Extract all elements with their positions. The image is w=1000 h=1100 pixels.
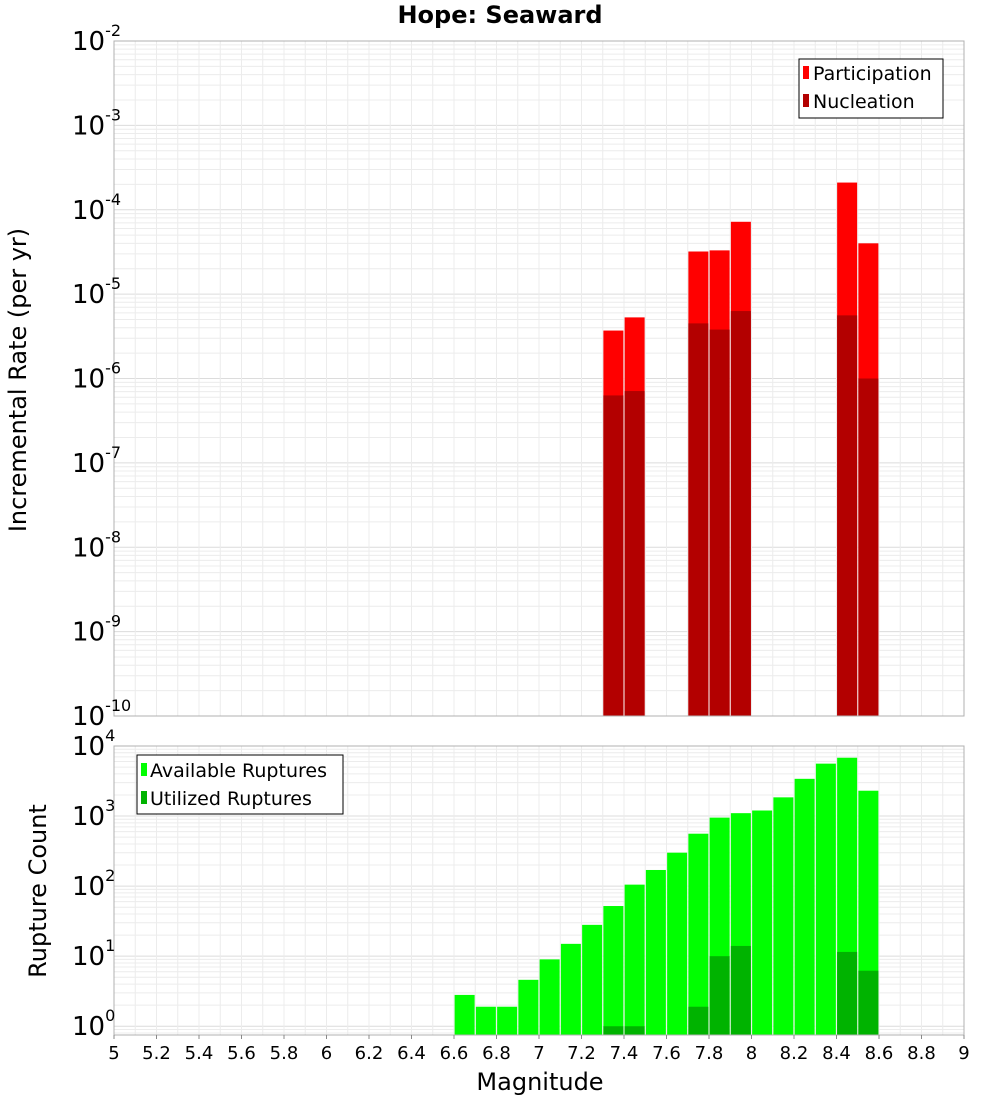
rate-bar-nucleation (837, 315, 857, 716)
x-tick-label: 6.4 (397, 1043, 426, 1064)
count-bar-utilized-ruptures (858, 971, 878, 1035)
count-bar-available-ruptures (540, 959, 560, 1035)
count-bar-utilized-ruptures (625, 1026, 645, 1035)
x-tick-label: 7.4 (610, 1043, 639, 1064)
count-bar-available-ruptures (603, 906, 623, 1035)
x-tick-label: 9 (958, 1043, 969, 1064)
count-bar-available-ruptures (518, 980, 538, 1035)
legend-swatch-available (141, 763, 147, 776)
x-tick-label: 6.2 (355, 1043, 384, 1064)
legend-label-available: Available Ruptures (150, 760, 327, 782)
count-bar-available-ruptures (455, 995, 475, 1035)
x-tick-label: 5 (108, 1043, 119, 1064)
x-tick-label: 8.6 (865, 1043, 894, 1064)
count-bar-utilized-ruptures (710, 956, 730, 1035)
count-y-tick-label: 102 (72, 866, 115, 902)
count-bar-available-ruptures (752, 811, 772, 1035)
count-bar-available-ruptures (816, 764, 836, 1035)
x-tick-label: 5.8 (270, 1043, 299, 1064)
x-tick-label: 5.2 (142, 1043, 171, 1064)
count-bar-available-ruptures (795, 779, 815, 1035)
x-tick-label: 6 (321, 1043, 332, 1064)
chart-title: Hope: Seaward (397, 1, 602, 29)
x-axis-label: Magnitude (476, 1068, 603, 1096)
count-legend: Available Ruptures Utilized Ruptures (137, 755, 343, 814)
count-bar-available-ruptures (561, 944, 581, 1035)
count-bar-available-ruptures (773, 797, 793, 1035)
x-tick-label: 8.2 (780, 1043, 809, 1064)
count-bar-available-ruptures (625, 885, 645, 1035)
legend-swatch-participation (803, 66, 809, 79)
legend-swatch-utilized (141, 791, 147, 804)
x-tick-label: 6.8 (482, 1043, 511, 1064)
rate-legend: Participation Nucleation (799, 59, 943, 118)
x-tick-label: 7.2 (567, 1043, 596, 1064)
rate-bar-nucleation (688, 323, 708, 716)
count-y-tick-label: 104 (72, 726, 115, 762)
count-bar-utilized-ruptures (731, 946, 751, 1035)
x-tick-label: 7.6 (652, 1043, 681, 1064)
count-y-axis-label: Rupture Count (24, 804, 52, 978)
rate-bar-nucleation (603, 395, 623, 716)
x-ticks: 5 5.2 5.4 5.6 5.8 6 6.2 6.4 6.6 6.8 7 7.2 7.4 7.6 7.8 8… (108, 1035, 969, 1064)
count-bar-available-ruptures (582, 925, 602, 1035)
count-bar-available-ruptures (497, 1007, 517, 1035)
count-y-tick-label: 100 (72, 1006, 115, 1042)
count-bar-utilized-ruptures (603, 1026, 623, 1035)
x-tick-label: 8.4 (822, 1043, 851, 1064)
x-tick-label: 5.4 (185, 1043, 214, 1064)
count-bar-available-ruptures (688, 834, 708, 1035)
count-y-tick-label: 103 (72, 796, 115, 832)
rate-bar-nucleation (731, 311, 751, 716)
rate-y-tick-label: 10-10 (72, 696, 131, 732)
rate-bar-nucleation (625, 391, 645, 716)
x-tick-label: 7 (533, 1043, 544, 1064)
count-y-tick-label: 101 (72, 936, 115, 972)
count-bar-available-ruptures (646, 870, 666, 1035)
legend-label-participation: Participation (813, 63, 932, 85)
count-y-ticks: 100 101 102 103 104 (72, 726, 115, 1042)
count-bar-utilized-ruptures (837, 952, 857, 1035)
count-bar-utilized-ruptures (688, 1007, 708, 1035)
rate-grid (114, 41, 964, 716)
legend-label-nucleation: Nucleation (813, 91, 915, 113)
count-plot: 100 101 102 103 104 5 5.2 5.4 5.6 5.8 6 6.2 6.4 6.6 6… (24, 726, 970, 1096)
count-bar-available-ruptures (476, 1007, 496, 1035)
rate-bar-nucleation (710, 330, 730, 716)
x-tick-label: 7.8 (695, 1043, 724, 1064)
x-tick-label: 5.6 (227, 1043, 256, 1064)
x-tick-label: 6.6 (440, 1043, 469, 1064)
figure: Hope: Seaward 10-1010-910-810-710-610-51… (0, 0, 1000, 1100)
rate-bar-nucleation (858, 379, 878, 717)
x-tick-label: 8 (746, 1043, 757, 1064)
rate-y-axis-label: Incremental Rate (per yr) (4, 228, 32, 532)
x-tick-label: 8.8 (907, 1043, 936, 1064)
legend-swatch-nucleation (803, 94, 809, 107)
count-bar-available-ruptures (667, 853, 687, 1035)
legend-label-utilized: Utilized Ruptures (150, 788, 312, 810)
